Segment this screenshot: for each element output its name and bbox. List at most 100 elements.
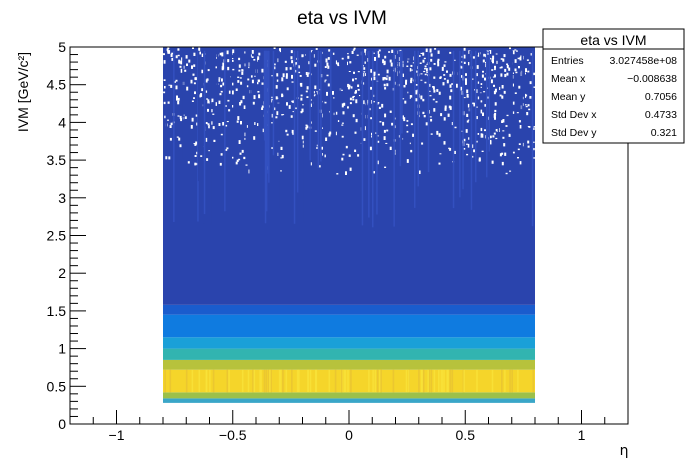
sparse-bin-gap (243, 105, 246, 109)
peak-texture (421, 369, 424, 393)
sparse-bin-gap (222, 62, 225, 67)
sparse-bin-gap (499, 94, 502, 97)
bin-column (293, 50, 296, 224)
sparse-bin-gap (466, 113, 469, 117)
sparse-bin-gap (504, 73, 507, 78)
sparse-bin-gap (372, 52, 375, 54)
sparse-bin-gap (305, 124, 308, 126)
sparse-bin-gap (483, 53, 486, 57)
sparse-bin-gap (257, 56, 260, 60)
peak-texture (430, 369, 433, 393)
sparse-bin-gap (167, 101, 170, 104)
sparse-bin-gap (305, 72, 308, 75)
sparse-bin-gap (178, 59, 181, 63)
peak-texture (209, 369, 211, 393)
peak-texture (504, 369, 506, 393)
sparse-bin-gap (247, 78, 250, 81)
sparse-bin-gap (222, 82, 225, 86)
sparse-bin-gap (473, 102, 476, 107)
sparse-bin-gap (443, 141, 446, 145)
sparse-bin-gap (325, 137, 328, 141)
sparse-bin-gap (424, 65, 427, 68)
sparse-bin-gap (436, 130, 439, 135)
sparse-bin-gap (200, 155, 203, 157)
sparse-bin-gap (501, 85, 504, 89)
sparse-bin-gap (171, 52, 174, 55)
sparse-bin-gap (349, 97, 352, 101)
sparse-bin-gap (168, 156, 171, 160)
sparse-bin-gap (341, 122, 344, 124)
sparse-bin-gap (425, 122, 428, 126)
sparse-bin-gap (403, 117, 406, 122)
peak-texture (441, 369, 444, 393)
sparse-bin-gap (163, 101, 166, 105)
sparse-bin-gap (422, 52, 425, 56)
sparse-bin-gap (212, 113, 215, 115)
sparse-bin-gap (514, 59, 517, 63)
sparse-bin-gap (480, 83, 483, 85)
sparse-bin-gap (328, 132, 331, 137)
sparse-bin-gap (190, 79, 193, 84)
bin-column (268, 50, 270, 183)
sparse-bin-gap (184, 116, 187, 119)
sparse-bin-gap (477, 81, 480, 84)
sparse-bin-gap (179, 65, 182, 68)
bin-column (365, 50, 368, 147)
sparse-bin-gap (475, 140, 478, 143)
sparse-bin-gap (429, 116, 432, 118)
sparse-bin-gap (352, 96, 355, 99)
sparse-bin-gap (503, 143, 506, 147)
sparse-bin-gap (353, 47, 356, 50)
bin-column (479, 50, 481, 156)
sparse-bin-gap (237, 116, 240, 120)
sparse-bin-gap (512, 101, 515, 105)
sparse-bin-gap (503, 90, 506, 94)
sparse-bin-gap (402, 73, 404, 77)
sparse-bin-gap (323, 80, 326, 83)
sparse-bin-gap (419, 62, 422, 64)
y-tick-label: 4 (58, 114, 66, 130)
sparse-bin-gap (179, 115, 182, 119)
bin-column (264, 50, 267, 224)
sparse-bin-gap (512, 72, 514, 74)
sparse-bin-gap (409, 68, 412, 72)
sparse-bin-gap (220, 84, 223, 88)
peak-texture (511, 369, 513, 393)
peak-texture (347, 369, 349, 393)
sparse-bin-gap (439, 76, 442, 79)
sparse-bin-gap (257, 79, 260, 82)
sparse-bin-gap (176, 95, 178, 100)
sparse-bin-gap (482, 59, 485, 63)
sparse-bin-gap (176, 136, 179, 138)
sparse-bin-gap (254, 122, 257, 125)
sparse-bin-gap (225, 149, 228, 151)
sparse-bin-gap (251, 56, 254, 58)
peak-texture (285, 369, 288, 393)
sparse-bin-gap (271, 75, 274, 77)
sparse-bin-gap (449, 84, 452, 88)
sparse-bin-gap (288, 105, 291, 109)
sparse-bin-gap (173, 81, 176, 83)
sparse-bin-gap (492, 76, 495, 78)
sparse-bin-gap (433, 108, 436, 112)
sparse-bin-gap (463, 61, 466, 64)
sparse-bin-gap (444, 61, 447, 63)
sparse-bin-gap (506, 65, 509, 69)
sparse-bin-gap (376, 160, 379, 165)
bin-column (209, 50, 212, 225)
peak-texture (438, 369, 440, 393)
bin-column (197, 50, 200, 182)
bin-column (372, 50, 374, 228)
sparse-bin-gap (394, 125, 396, 129)
sparse-bin-gap (258, 52, 261, 56)
sparse-bin-gap (171, 57, 174, 61)
sparse-bin-gap (238, 140, 241, 144)
sparse-bin-gap (420, 79, 423, 81)
sparse-bin-gap (533, 86, 536, 88)
sparse-bin-gap (170, 84, 173, 88)
heatmap-band (163, 392, 535, 399)
sparse-bin-gap (351, 50, 354, 54)
sparse-bin-gap (501, 161, 504, 166)
sparse-bin-gap (430, 53, 433, 57)
sparse-bin-gap (483, 91, 486, 93)
